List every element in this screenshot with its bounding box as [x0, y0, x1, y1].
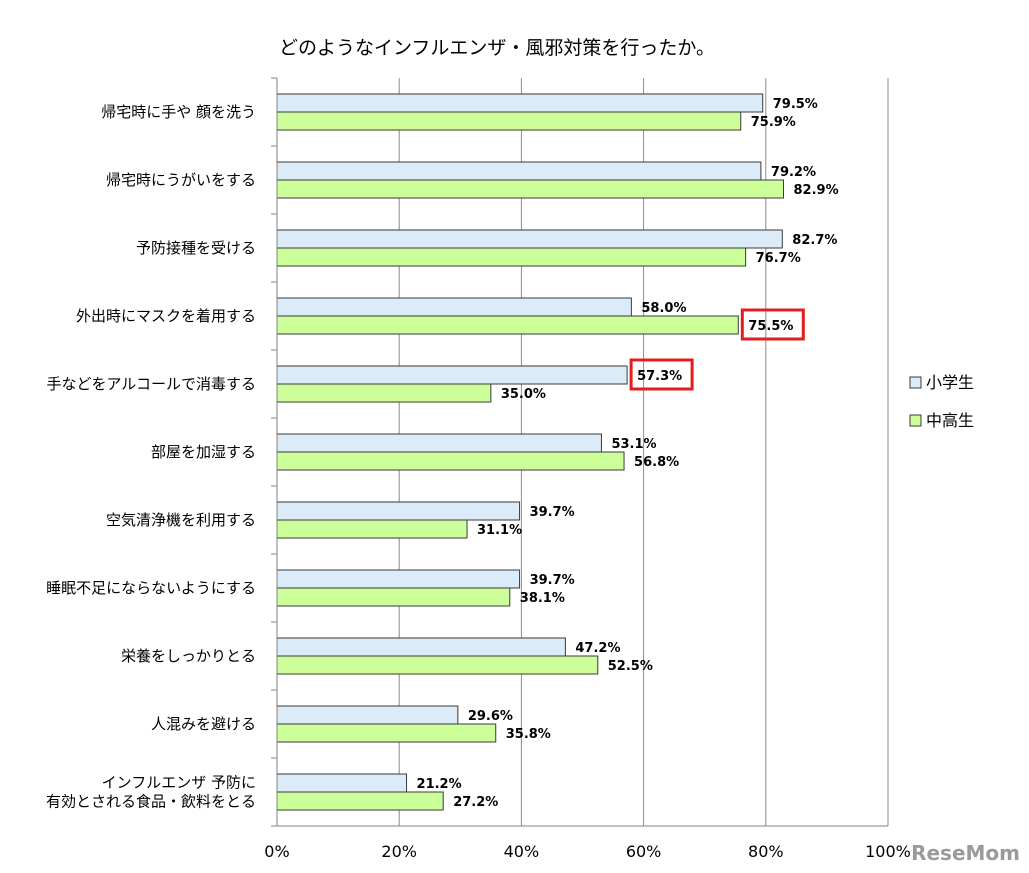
bar-elementary — [276, 297, 632, 317]
category-label-line: インフルエンザ 予防に — [102, 774, 256, 792]
category-label-line: 有効とされる食品・飲料をとる — [46, 793, 256, 811]
data-label: 75.9% — [751, 115, 796, 130]
x-tick-label: 80% — [748, 842, 784, 861]
bar-elementary — [276, 365, 628, 385]
category-label-line: 人混みを避ける — [151, 715, 256, 733]
bar-elementary — [276, 501, 521, 521]
data-label: 52.5% — [608, 659, 653, 674]
category-label: 帰宅時に手や 顔を洗う — [101, 103, 256, 121]
data-label: 56.8% — [634, 455, 679, 470]
axis-layer: 0% 20% 40% 60% 80% 100% 帰宅時に手や 顔を洗う帰宅時にうがいをする予… — [46, 77, 911, 861]
category-label: 帰宅時にうがいをする — [106, 171, 256, 189]
bar-elementary — [276, 93, 764, 113]
data-label: 47.2% — [575, 641, 620, 656]
data-label: 82.9% — [794, 183, 839, 198]
highlight-box — [629, 358, 694, 391]
x-tick-label: 0% — [264, 842, 289, 861]
data-label: 79.2% — [771, 165, 816, 180]
bar-elementary — [276, 773, 408, 793]
bar-elementary — [276, 161, 762, 181]
category-label-line: 栄養をしっかりとる — [121, 647, 256, 665]
category-label: 予防接種を受ける — [136, 239, 256, 257]
bar-elementary — [276, 569, 521, 589]
bar-secondary — [276, 519, 468, 539]
data-label: 38.1% — [520, 591, 565, 606]
x-tick-label: 100% — [865, 842, 911, 861]
bar-elementary — [276, 705, 459, 725]
category-label-line: 予防接種を受ける — [136, 239, 256, 257]
data-label: 21.2% — [417, 777, 462, 792]
bar-elementary — [276, 229, 783, 249]
data-label: 53.1% — [611, 437, 656, 452]
category-label-line: 空気清浄機を利用する — [106, 511, 256, 529]
grid-layer — [398, 78, 889, 826]
bar-secondary — [276, 315, 739, 335]
category-label-line: 帰宅時に手や 顔を洗う — [101, 103, 256, 121]
data-label: 39.7% — [530, 505, 575, 520]
data-label: 35.8% — [506, 727, 551, 742]
bars-layer: 79.5% 75.9% 79.2% 82.9% 82.7% 76.7% 58.0% 75.5%… — [276, 93, 839, 811]
highlight-box — [740, 308, 805, 341]
watermark-logo: ReseMom — [911, 841, 1020, 865]
x-tick-label: 40% — [504, 842, 540, 861]
category-label-line: 睡眠不足にならないようにする — [46, 579, 256, 597]
category-label-line: 帰宅時にうがいをする — [106, 171, 256, 189]
category-label: 睡眠不足にならないようにする — [46, 579, 256, 597]
bar-secondary — [276, 791, 444, 811]
data-label: 79.5% — [773, 97, 818, 112]
data-label: 76.7% — [756, 251, 801, 266]
data-label: 27.2% — [453, 795, 498, 810]
bar-secondary — [276, 587, 511, 607]
category-label: 手などをアルコールで消毒する — [46, 375, 256, 393]
bar-elementary — [276, 637, 566, 657]
category-label: 栄養をしっかりとる — [121, 647, 256, 665]
chart-title: どのようなインフルエンザ・風邪対策を行ったか。 — [279, 37, 715, 59]
data-label: 58.0% — [641, 301, 686, 316]
category-label: 部屋を加湿する — [151, 443, 256, 461]
legend-label: 中高生 — [926, 411, 974, 430]
category-label: 人混みを避ける — [151, 715, 256, 733]
bar-secondary — [276, 451, 625, 471]
bar-secondary — [276, 383, 492, 403]
legend-swatch — [909, 376, 922, 389]
category-label: 空気清浄機を利用する — [106, 511, 256, 529]
data-label: 35.0% — [501, 387, 546, 402]
bar-secondary — [276, 247, 747, 267]
data-label: 57.3% — [637, 369, 682, 384]
data-label: 31.1% — [477, 523, 522, 538]
data-label: 39.7% — [530, 573, 575, 588]
category-label-line: 手などをアルコールで消毒する — [46, 375, 256, 393]
legend-swatch — [909, 414, 922, 427]
category-label: 外出時にマスクを着用する — [76, 307, 256, 325]
legend-label: 小学生 — [926, 373, 974, 392]
x-tick-label: 20% — [381, 842, 417, 861]
bar-secondary — [276, 111, 742, 131]
data-label: 82.7% — [792, 233, 837, 248]
bar-elementary — [276, 433, 602, 453]
data-label: 29.6% — [468, 709, 513, 724]
data-label: 75.5% — [748, 319, 793, 334]
bar-secondary — [276, 723, 497, 743]
category-label-line: 外出時にマスクを着用する — [76, 307, 256, 325]
category-label: インフルエンザ 予防に有効とされる食品・飲料をとる — [46, 774, 256, 811]
category-label-line: 部屋を加湿する — [151, 443, 256, 461]
x-tick-label: 60% — [626, 842, 662, 861]
bar-secondary — [276, 179, 785, 199]
bar-secondary — [276, 655, 599, 675]
